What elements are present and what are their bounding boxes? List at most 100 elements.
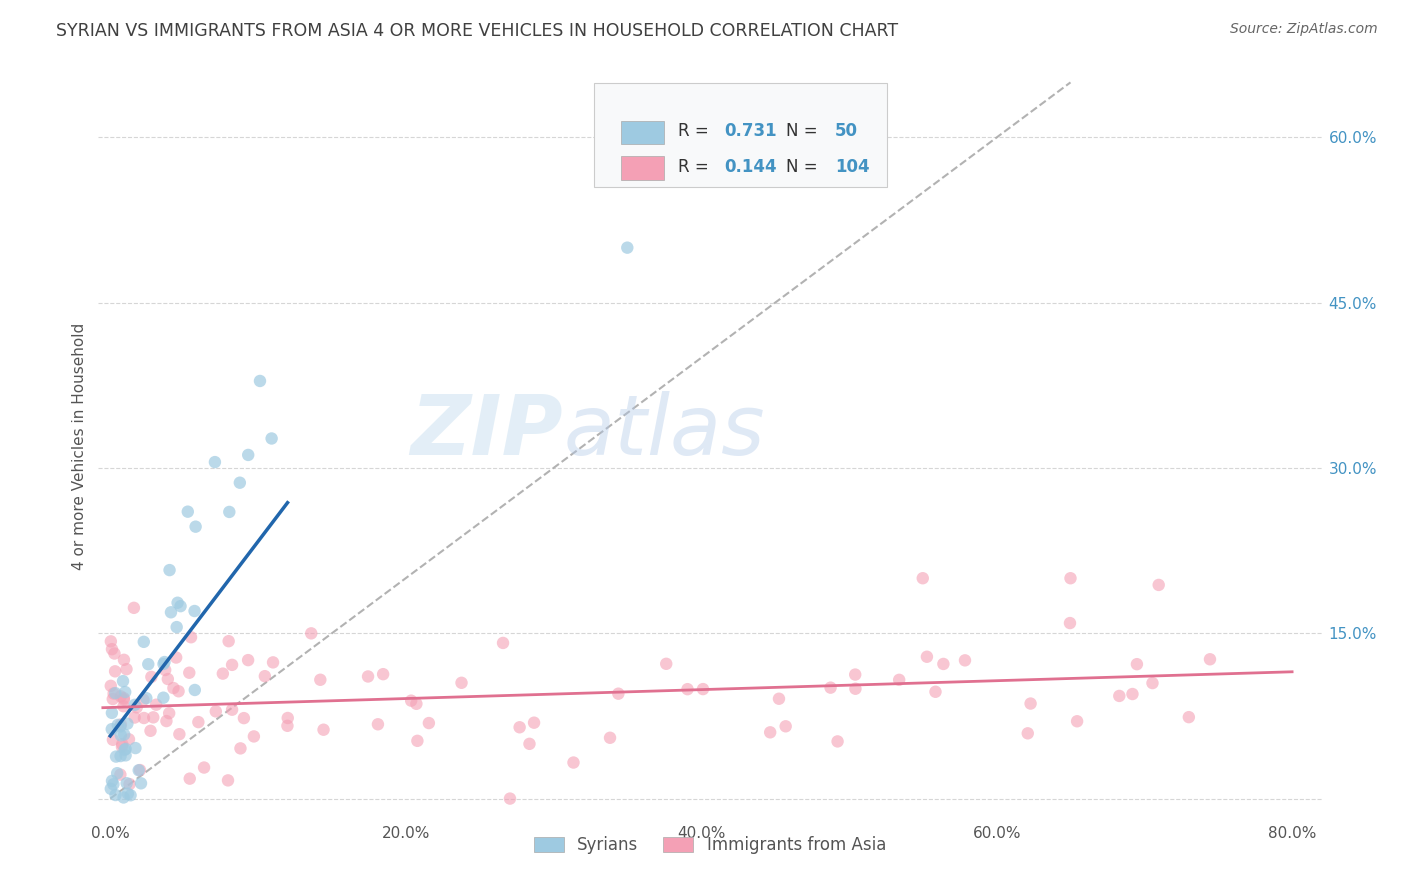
Point (655, 657, 678, 671)
Text: SYRIAN VS IMMIGRANTS FROM ASIA 4 OR MORE VEHICLES IN HOUSEHOLD CORRELATION CHART: SYRIAN VS IMMIGRANTS FROM ASIA 4 OR MORE… (56, 22, 898, 40)
Point (367, 717, 389, 731)
Point (243, 730, 266, 744)
Point (1126, 657, 1149, 672)
Point (1066, 714, 1088, 729)
Point (110, 690, 132, 704)
Point (118, 732, 141, 747)
Point (162, 681, 184, 695)
Point (180, 630, 202, 644)
Point (177, 505, 200, 519)
Point (1147, 578, 1170, 592)
Legend: Syrians, Immigrants from Asia: Syrians, Immigrants from Asia (527, 830, 893, 861)
Point (153, 663, 176, 677)
Point (562, 756, 585, 770)
Text: R =: R = (678, 158, 714, 176)
Point (129, 763, 152, 777)
Point (236, 653, 259, 667)
Point (112, 790, 135, 805)
Point (132, 635, 155, 649)
Point (924, 685, 946, 699)
Point (499, 791, 522, 805)
Point (159, 563, 181, 577)
Point (260, 432, 283, 446)
Point (100, 722, 122, 736)
Text: Source: ZipAtlas.com: Source: ZipAtlas.com (1230, 22, 1378, 37)
Point (101, 692, 124, 706)
Point (104, 788, 127, 802)
Point (157, 706, 180, 721)
Point (218, 505, 240, 519)
Point (139, 723, 162, 738)
Point (100, 634, 122, 648)
Point (124, 741, 146, 756)
Bar (620, 156, 664, 179)
Point (100, 781, 122, 796)
Point (105, 749, 128, 764)
Point (112, 692, 135, 706)
Point (112, 653, 135, 667)
Point (1121, 687, 1143, 701)
Point (152, 690, 174, 705)
Point (911, 571, 934, 585)
Point (124, 698, 146, 712)
Point (692, 682, 714, 697)
Point (509, 720, 531, 734)
Point (844, 681, 866, 696)
Point (110, 717, 132, 731)
Point (217, 773, 239, 788)
Point (775, 719, 797, 733)
Point (169, 599, 191, 614)
Point (187, 715, 209, 730)
Point (253, 669, 276, 683)
Text: N =: N = (786, 158, 823, 176)
Point (523, 715, 546, 730)
Point (166, 620, 188, 634)
Point (262, 656, 284, 670)
Point (1199, 652, 1222, 666)
Point (110, 719, 132, 733)
Point (155, 714, 177, 728)
Point (193, 760, 215, 774)
Text: 50: 50 (835, 122, 858, 140)
Point (112, 691, 135, 706)
Point (111, 739, 134, 754)
Point (104, 686, 127, 700)
Point (1142, 676, 1164, 690)
Point (111, 674, 134, 689)
Point (142, 710, 165, 724)
Point (218, 634, 240, 648)
Point (105, 766, 128, 780)
Point (152, 657, 174, 671)
Point (221, 657, 243, 672)
Point (759, 725, 782, 739)
Point (112, 699, 135, 714)
Point (129, 776, 152, 790)
Point (229, 475, 252, 490)
Point (184, 519, 207, 533)
Point (211, 666, 233, 681)
Point (953, 653, 976, 667)
Point (160, 605, 183, 619)
Point (124, 710, 146, 724)
Text: N =: N = (786, 122, 823, 140)
Point (1017, 726, 1039, 740)
Point (114, 685, 136, 699)
Text: atlas: atlas (564, 391, 765, 472)
Point (519, 737, 541, 751)
Point (112, 727, 135, 741)
Point (103, 647, 125, 661)
Point (299, 626, 322, 640)
Point (249, 374, 271, 388)
Point (276, 719, 298, 733)
Point (183, 604, 205, 618)
Point (101, 706, 124, 720)
Point (309, 673, 332, 687)
Point (204, 705, 226, 719)
Point (229, 741, 252, 756)
Point (120, 789, 142, 803)
Point (107, 718, 129, 732)
Point (277, 711, 299, 725)
Point (844, 667, 866, 681)
Point (115, 776, 138, 790)
Point (101, 642, 124, 657)
